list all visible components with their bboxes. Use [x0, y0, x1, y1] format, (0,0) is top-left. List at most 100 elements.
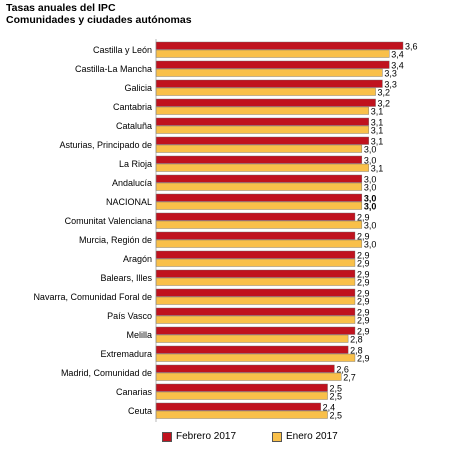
bar-enero-cat-19 [155, 410, 328, 419]
value-label-enero-cat-11: 2,9 [357, 259, 370, 269]
bar-febrero-cat-6 [155, 155, 363, 164]
category-label-cat-10: Murcia, Región de [79, 235, 152, 245]
bar-enero-cat-15 [155, 334, 349, 343]
value-label-enero-cat-3: 3,1 [371, 107, 384, 117]
legend-label-enero: Enero 2017 [286, 431, 338, 442]
category-label-cat-0: Castilla y León [93, 45, 152, 55]
value-label-febrero-cat-8: 3,0 [364, 194, 377, 204]
value-label-enero-cat-14: 2,9 [357, 316, 370, 326]
value-label-febrero-cat-14: 2,9 [357, 308, 370, 318]
bar-febrero-cat-9 [155, 212, 356, 221]
value-label-febrero-cat-1: 3,4 [391, 61, 404, 71]
category-label-cat-16: Extremadura [100, 349, 152, 359]
bar-enero-cat-17 [155, 372, 342, 381]
bar-febrero-cat-14 [155, 307, 356, 316]
bar-febrero-cat-3 [155, 98, 376, 107]
category-label-cat-8: NACIONAL [106, 197, 152, 207]
bar-febrero-cat-11 [155, 250, 356, 259]
category-label-cat-7: Andalucía [112, 178, 152, 188]
value-label-enero-cat-19: 2,5 [330, 411, 343, 421]
bar-chart: Castilla y León 3,63,4 Castilla-La Mancha 3… [33, 39, 418, 422]
bar-febrero-cat-8 [155, 193, 363, 202]
value-label-enero-cat-16: 2,9 [357, 354, 370, 364]
value-label-enero-cat-1: 3,3 [384, 69, 397, 79]
value-label-febrero-cat-3: 3,2 [378, 99, 391, 109]
category-label-cat-19: Ceuta [128, 406, 152, 416]
category-label-cat-14: País Vasco [107, 311, 152, 321]
bar-febrero-cat-10 [155, 231, 356, 240]
bar-enero-cat-2 [155, 87, 376, 96]
bar-enero-cat-0 [155, 49, 390, 58]
legend-swatch-enero [272, 431, 282, 442]
category-label-cat-12: Balears, Illes [100, 273, 152, 283]
value-label-febrero-cat-9: 2,9 [357, 213, 370, 223]
value-label-enero-cat-6: 3,1 [371, 164, 384, 174]
legend-item-febrero: Febrero 2017 [162, 431, 236, 442]
value-label-febrero-cat-15: 2,9 [357, 327, 370, 337]
value-label-enero-cat-13: 2,9 [357, 297, 370, 307]
bar-enero-cat-13 [155, 296, 356, 305]
bar-enero-cat-9 [155, 220, 363, 229]
value-label-febrero-cat-13: 2,9 [357, 289, 370, 299]
bar-febrero-cat-0 [155, 41, 404, 50]
bar-enero-cat-10 [155, 239, 363, 248]
value-label-febrero-cat-6: 3,0 [364, 156, 377, 166]
bar-enero-cat-7 [155, 182, 363, 191]
value-label-febrero-cat-7: 3,0 [364, 175, 377, 185]
title-block: Tasas anuales del IPC Comunidades y ciud… [6, 2, 192, 26]
value-label-febrero-cat-10: 2,9 [357, 232, 370, 242]
bar-enero-cat-18 [155, 391, 328, 400]
bar-enero-cat-1 [155, 68, 383, 77]
value-label-enero-cat-0: 3,4 [391, 50, 404, 60]
bar-febrero-cat-17 [155, 364, 335, 373]
legend-item-enero: Enero 2017 [272, 431, 338, 442]
value-label-febrero-cat-5: 3,1 [371, 137, 384, 147]
value-label-febrero-cat-12: 2,9 [357, 270, 370, 280]
chart-subtitle: Comunidades y ciudades autónomas [6, 14, 192, 26]
value-label-febrero-cat-18: 2,5 [330, 384, 343, 394]
legend-label-febrero: Febrero 2017 [176, 431, 237, 442]
value-label-enero-cat-7: 3,0 [364, 183, 377, 193]
bar-febrero-cat-7 [155, 174, 363, 183]
category-label-cat-15: Melilla [126, 330, 152, 340]
value-label-febrero-cat-0: 3,6 [405, 42, 418, 52]
value-label-enero-cat-5: 3,0 [364, 145, 377, 155]
bar-enero-cat-8 [155, 201, 363, 210]
category-label-cat-2: Galicia [124, 83, 152, 93]
value-label-enero-cat-15: 2,8 [350, 335, 363, 345]
bar-enero-cat-3 [155, 106, 369, 115]
value-label-febrero-cat-17: 2,6 [336, 365, 349, 375]
bar-febrero-cat-5 [155, 136, 369, 145]
value-label-febrero-cat-11: 2,9 [357, 251, 370, 261]
value-label-enero-cat-4: 3,1 [371, 126, 384, 136]
value-label-enero-cat-10: 3,0 [364, 240, 377, 250]
value-label-febrero-cat-4: 3,1 [371, 118, 384, 128]
category-label-cat-3: Cantabria [113, 102, 152, 112]
category-label-cat-11: Aragón [123, 254, 152, 264]
bar-febrero-cat-4 [155, 117, 369, 126]
value-label-enero-cat-9: 3,0 [364, 221, 377, 231]
bar-enero-cat-4 [155, 125, 369, 134]
bar-enero-cat-12 [155, 277, 356, 286]
category-label-cat-6: La Rioja [119, 159, 152, 169]
bar-febrero-cat-16 [155, 345, 349, 354]
bar-febrero-cat-15 [155, 326, 356, 335]
value-label-enero-cat-8: 3,0 [364, 202, 377, 212]
category-label-cat-5: Asturias, Principado de [59, 140, 152, 150]
bar-febrero-cat-18 [155, 383, 328, 392]
value-label-febrero-cat-16: 2,8 [350, 346, 363, 356]
bar-enero-cat-11 [155, 258, 356, 267]
category-label-cat-17: Madrid, Comunidad de [61, 368, 152, 378]
value-label-febrero-cat-2: 3,3 [384, 80, 397, 90]
bar-febrero-cat-13 [155, 288, 356, 297]
bar-enero-cat-14 [155, 315, 356, 324]
category-label-cat-13: Navarra, Comunidad Foral de [33, 292, 152, 302]
bar-enero-cat-6 [155, 163, 369, 172]
category-label-cat-4: Cataluña [116, 121, 152, 131]
category-label-cat-9: Comunitat Valenciana [65, 216, 152, 226]
bar-enero-cat-5 [155, 144, 363, 153]
value-label-enero-cat-18: 2,5 [330, 392, 343, 402]
category-label-cat-18: Canarias [116, 387, 153, 397]
chart-title: Tasas anuales del IPC [6, 2, 116, 14]
category-label-cat-1: Castilla-La Mancha [75, 64, 152, 74]
